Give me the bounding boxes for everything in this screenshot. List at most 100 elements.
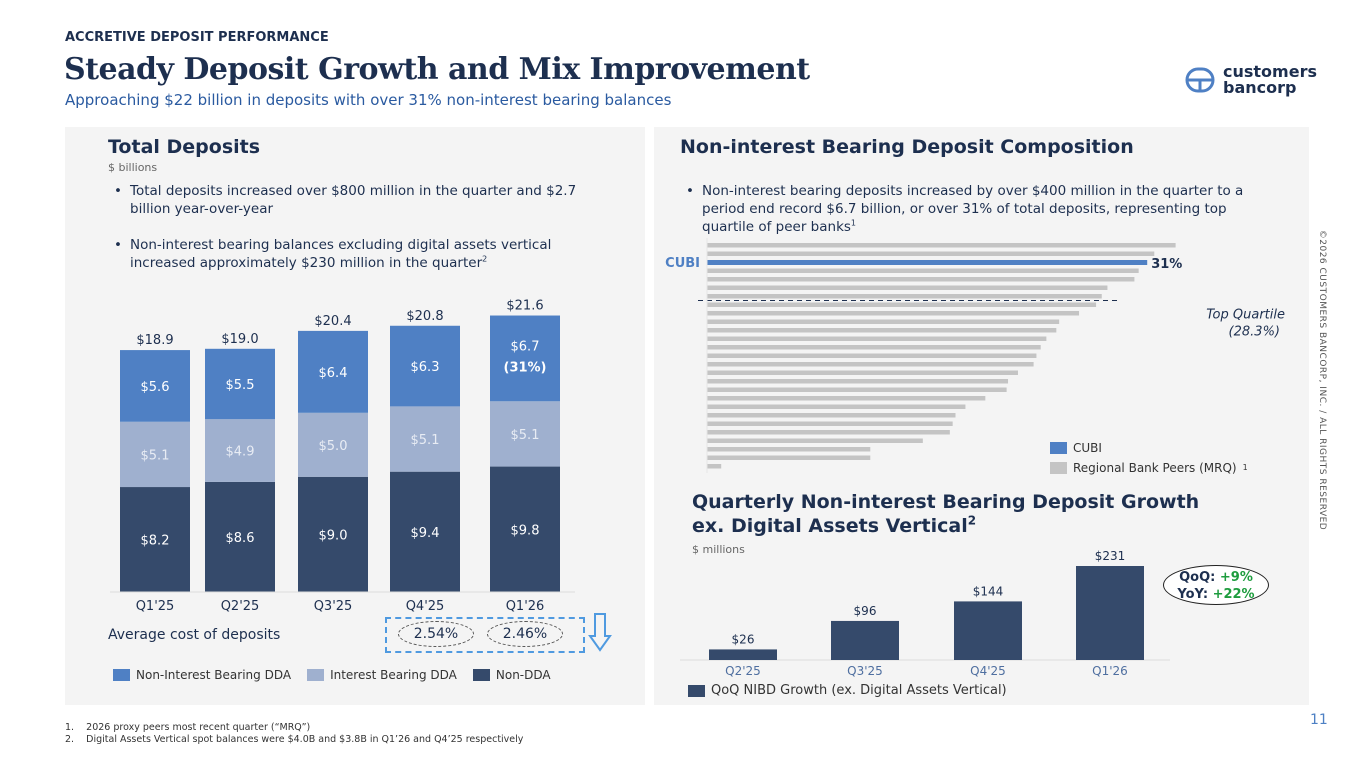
peer-bar	[707, 345, 1041, 350]
peer-bar	[707, 379, 1009, 384]
total-deposits-title: Total Deposits	[108, 136, 261, 158]
bullet: Non-interest bearing balances excluding …	[108, 236, 608, 272]
legend-nibd-growth: QoQ NIBD Growth (ex. Digital Assets Vert…	[688, 683, 1007, 698]
bar-value-label: $231	[1095, 549, 1126, 563]
bar-value-label: $5.6	[141, 380, 170, 395]
bar-value-label: $4.9	[226, 445, 255, 460]
nibd-growth-title: Quarterly Non-interest Bearing Deposit G…	[692, 490, 1199, 538]
x-tick-label: Q1'26	[506, 599, 545, 614]
x-tick-label: Q1'26	[1092, 664, 1128, 678]
bar-segment	[298, 330, 368, 413]
bullet-text: Non-interest bearing deposits increased …	[702, 183, 1244, 235]
legend-label: QoQ NIBD Growth (ex. Digital Assets Vert…	[711, 683, 1007, 698]
bar-segment	[205, 481, 275, 592]
peer-bar	[707, 251, 1155, 256]
top-quartile-label: Top Quartile	[1206, 308, 1285, 323]
legend-peers: Regional Bank Peers (MRQ) 1	[1050, 458, 1248, 478]
bar-segment	[120, 421, 190, 488]
bar-segment	[120, 487, 190, 592]
qoq-label: QoQ:	[1179, 570, 1216, 585]
eyebrow: ACCRETIVE DEPOSIT PERFORMANCE	[65, 30, 329, 45]
legend-label: Interest Bearing DDA	[330, 668, 457, 682]
bar-segment	[390, 325, 460, 407]
bar-segment	[390, 471, 460, 592]
peer-comparison-chart: CUBI 31% Top Quartile (28.3%)	[665, 238, 1285, 473]
avg-cost-label: Average cost of deposits	[108, 627, 281, 643]
peer-bar	[707, 277, 1135, 282]
x-tick-label: Q3'25	[847, 664, 883, 678]
title-line: Quarterly Non-interest Bearing Deposit G…	[692, 491, 1200, 513]
x-tick-label: Q2'25	[725, 664, 761, 678]
growth-badge: QoQ: +9% YoY: +22%	[1163, 565, 1269, 605]
bar-total-label: $20.4	[314, 314, 351, 329]
qoq-value: +9%	[1219, 570, 1253, 585]
bar-segment	[390, 406, 460, 472]
bar-value-label: $8.6	[226, 531, 255, 546]
peer-bar	[707, 404, 966, 409]
total-deposits-chart: $8.2 $5.1 $5.6 $18.9 Q1'25 $8.6 $4.9 $5.5 $19.0 Q…	[110, 299, 575, 614]
peer-bar	[707, 285, 1108, 290]
bar-value-label: $26	[732, 632, 755, 646]
nib-composition-title: Non-interest Bearing Deposit Composition	[680, 136, 1134, 158]
bar-segment	[490, 315, 560, 402]
bar-value-label: $6.7	[511, 339, 540, 354]
legend-label: Regional Bank Peers (MRQ)	[1073, 461, 1237, 475]
peer-bar	[707, 370, 1018, 375]
peer-bar	[707, 319, 1060, 324]
bar	[1076, 566, 1144, 660]
footnote-1: 1. 2026 proxy peers most recent quarter …	[65, 722, 311, 733]
bullet-text: Non-interest bearing balances excluding …	[130, 237, 552, 271]
peer-bar	[707, 447, 871, 452]
bar	[954, 601, 1022, 660]
left-legend: Non-Interest Bearing DDA Interest Bearin…	[113, 668, 551, 682]
footnote-text: 2026 proxy peers most recent quarter (“M…	[86, 722, 311, 733]
peer-bar	[707, 438, 923, 443]
x-tick-label: Q4'25	[970, 664, 1006, 678]
bar-value-label: $8.2	[141, 534, 170, 549]
logo-line1: customers	[1223, 62, 1317, 81]
bar-value-label: $144	[973, 584, 1004, 598]
bar-segment	[490, 466, 560, 592]
logo: customers bancorp	[1185, 64, 1317, 96]
legend-label: Non-Interest Bearing DDA	[136, 668, 292, 682]
x-tick-label: Q1'25	[136, 599, 175, 614]
avg-cost-q4: 2.54%	[398, 621, 474, 647]
peer-bar	[707, 430, 950, 435]
x-tick-label: Q2'25	[221, 599, 260, 614]
cubi-label: CUBI	[665, 256, 700, 271]
page-subtitle: Approaching $22 billion in deposits with…	[65, 91, 672, 109]
avg-cost-q1: 2.46%	[487, 621, 563, 647]
x-tick-label: Q4'25	[406, 599, 445, 614]
peer-bar	[707, 455, 871, 460]
cubi-value-label: 31%	[1151, 257, 1182, 272]
peer-bar	[707, 328, 1057, 333]
bar-total-label: $21.6	[506, 299, 543, 314]
peer-bar	[707, 413, 956, 418]
top-quartile-value: (28.3%)	[1229, 325, 1280, 340]
bar-value-label: $9.8	[511, 523, 540, 538]
peer-bar	[707, 302, 1097, 307]
bar-total-label: $20.8	[406, 309, 443, 324]
footnote-2: 2. Digital Assets Vertical spot balances…	[65, 734, 524, 745]
bar-total-label: $19.0	[221, 332, 258, 347]
peer-bar	[707, 421, 953, 426]
bar-value-label: $5.1	[411, 433, 440, 448]
peer-bar	[707, 464, 722, 469]
peer-bar	[707, 311, 1080, 316]
logo-icon	[1185, 67, 1215, 93]
bar-segment	[205, 419, 275, 482]
x-tick-label: Q3'25	[314, 599, 353, 614]
bar-value-label: $5.5	[226, 378, 255, 393]
bullet: Non-interest bearing deposits increased …	[680, 182, 1270, 236]
share-annotation: (31%)	[504, 360, 547, 375]
bar	[709, 649, 777, 660]
peer-bar	[707, 396, 986, 401]
total-deposits-unit: $ billions	[108, 161, 158, 174]
bullet-text: Total deposits increased over $800 milli…	[130, 183, 577, 217]
peer-bar	[707, 268, 1139, 273]
arrow-down-icon	[588, 613, 612, 652]
page-title: Steady Deposit Growth and Mix Improvemen…	[64, 52, 810, 87]
peer-bar	[707, 353, 1037, 358]
legend-label: Non-DDA	[495, 668, 551, 682]
bar-total-label: $18.9	[136, 333, 173, 348]
